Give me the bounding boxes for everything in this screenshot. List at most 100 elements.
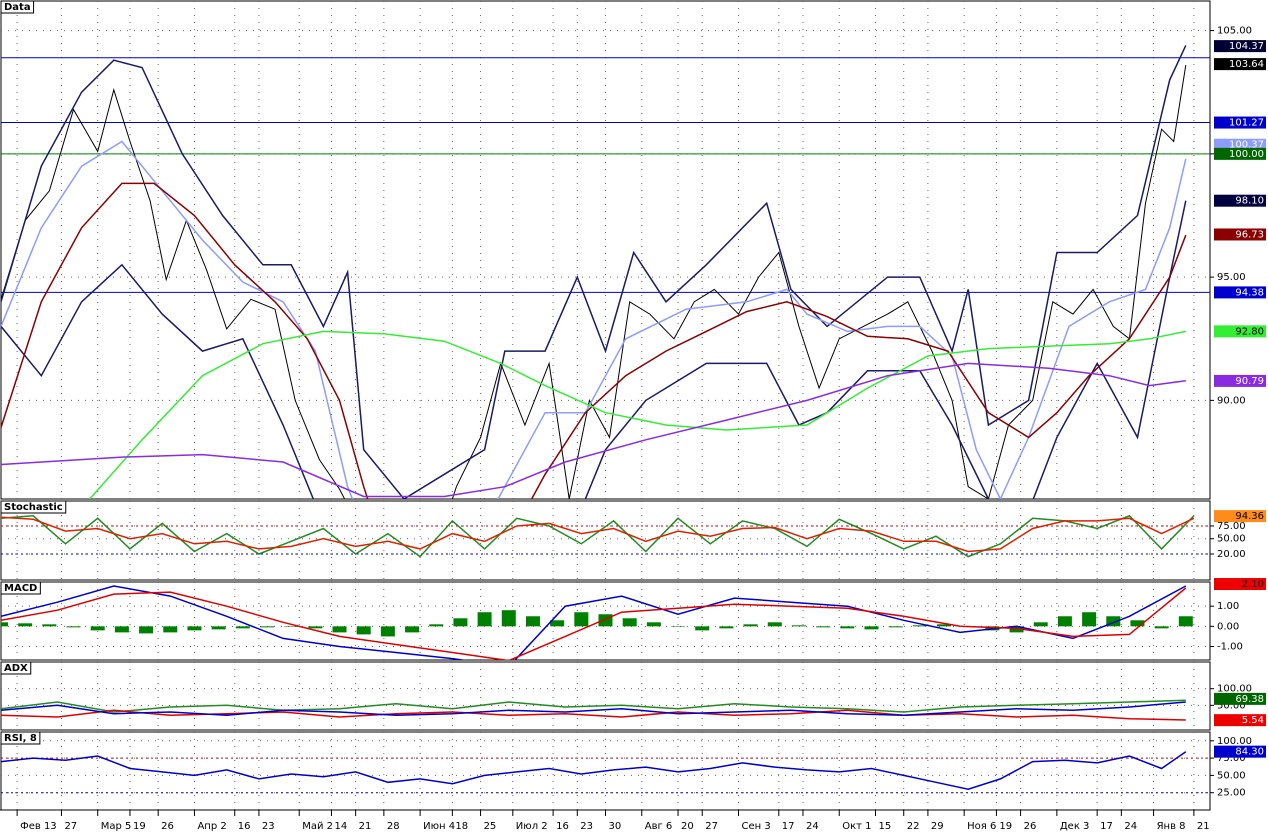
pane-title: Data	[4, 2, 31, 13]
series-line	[1, 751, 1187, 790]
histogram-bar	[356, 626, 371, 635]
price-label: 101.27	[1229, 118, 1264, 129]
series-line	[1, 362, 1186, 498]
plot-area	[1, 585, 1193, 660]
series-line	[1, 200, 1187, 499]
x-tick-label: Мар 5	[101, 821, 132, 832]
x-tick-label: 30	[609, 821, 622, 832]
x-tick-label: Ноя 6	[967, 821, 996, 832]
price-label: 103.64	[1229, 59, 1264, 70]
histogram-bar	[90, 626, 105, 631]
plot-area	[1, 45, 1187, 499]
x-tick-label: 19	[133, 821, 146, 832]
price-label-box	[1214, 692, 1266, 705]
pane: 20.00 50.00 75.00 Stochastic 94.36	[0, 500, 1266, 581]
pane: -1.00 0.00 1.00 MACD 2.10	[0, 578, 1266, 661]
y-tick-label: 50.00	[1217, 534, 1246, 545]
histogram-bar	[1033, 622, 1048, 627]
x-tick-label: 27	[705, 821, 718, 832]
x-tick-label: 15	[879, 821, 892, 832]
histogram-bar	[743, 624, 758, 627]
histogram-bar	[888, 626, 903, 628]
x-tick-label: Фев 13	[20, 821, 57, 832]
y-tick-label: -1.00	[1217, 641, 1243, 652]
x-tick-label: Июл 2	[516, 821, 548, 832]
pane: 25.00 50.00 75.00 100.00 RSI, 8 84.30	[0, 731, 1266, 811]
x-tick-label: Дек 3	[1060, 821, 1090, 832]
histogram-bar	[1, 622, 8, 627]
x-tick-label: 26	[161, 821, 174, 832]
pane-title: ADX	[4, 663, 28, 674]
x-tick-label: 27	[64, 821, 77, 832]
price-label: 100.00	[1229, 149, 1264, 160]
histogram-bar	[719, 626, 734, 629]
histogram-bar	[1009, 626, 1024, 633]
x-tick-label: 20	[681, 821, 694, 832]
pane-title: Stochastic	[4, 502, 63, 513]
histogram-bar	[114, 626, 129, 633]
pane-frame	[0, 500, 1211, 581]
price-label-box	[1214, 578, 1266, 591]
pane-frame	[0, 661, 1211, 731]
y-tick-label: 95.00	[1217, 272, 1246, 283]
histogram-bar	[211, 626, 226, 630]
plot-area	[1, 514, 1195, 558]
y-tick-label: 20.00	[1217, 549, 1246, 560]
price-label: 96.73	[1235, 229, 1264, 240]
price-label: 98.10	[1235, 196, 1264, 207]
series-line	[1, 709, 1186, 721]
y-tick-label: 100.00	[1217, 736, 1252, 747]
y-tick-label: 25.00	[1217, 788, 1246, 799]
series-line	[89, 330, 1186, 499]
histogram-bar	[1130, 620, 1145, 627]
x-tick-label: 16	[556, 821, 569, 832]
price-label-box	[1214, 40, 1266, 53]
price-label: 69.38	[1235, 694, 1264, 705]
x-tick-label: Янв 8	[1157, 821, 1186, 832]
histogram-bar	[163, 626, 178, 633]
x-tick-label: 18	[455, 821, 468, 832]
price-label-box	[1214, 374, 1266, 387]
histogram-bar	[622, 618, 637, 627]
x-tick-label: 19	[999, 821, 1012, 832]
pane-title-box	[0, 0, 35, 14]
histogram-bar	[259, 626, 274, 628]
x-tick-label: 17	[782, 821, 795, 832]
pane: 90.00 95.00 100.00 105.00 Data 104.37 103.64 10…	[0, 0, 1266, 500]
histogram-bar	[18, 623, 33, 627]
y-tick-label: 1.00	[1217, 601, 1239, 612]
histogram-bar	[380, 626, 395, 637]
histogram-bar	[187, 626, 202, 631]
histogram-bar	[816, 626, 831, 628]
y-tick-label: 50.00	[1217, 700, 1246, 711]
pane-title-box	[0, 731, 41, 745]
y-tick-label: 50.00	[1217, 770, 1246, 781]
x-tick-label: 14	[334, 821, 347, 832]
series-line	[1, 45, 1187, 499]
price-label: 92.80	[1235, 326, 1264, 337]
x-tick-label: Май 2	[302, 821, 333, 832]
histogram-bar	[767, 622, 782, 627]
histogram-bar	[1178, 616, 1193, 627]
x-tick-label: 22	[907, 821, 920, 832]
y-tick-label: 75.00	[1217, 521, 1246, 532]
histogram-bar	[1106, 616, 1121, 627]
histogram-bar	[66, 626, 81, 628]
series-line	[1, 701, 1186, 717]
series-line	[1, 516, 1195, 553]
price-label: 84.30	[1235, 747, 1264, 758]
price-label: 104.37	[1229, 41, 1264, 52]
histogram-bar	[912, 625, 927, 627]
series-line	[1, 585, 1187, 660]
x-tick-label: 25	[484, 821, 497, 832]
x-tick-label: 24	[806, 821, 819, 832]
price-label-box	[1214, 286, 1266, 299]
price-label: 2.10	[1242, 579, 1264, 590]
price-label: 94.38	[1235, 287, 1264, 298]
y-tick-label: 100.00	[1217, 684, 1252, 695]
series-line	[1, 65, 1187, 499]
x-tick-label: 23	[580, 821, 593, 832]
pane-title-box	[0, 581, 41, 595]
series-line	[1, 182, 1187, 499]
